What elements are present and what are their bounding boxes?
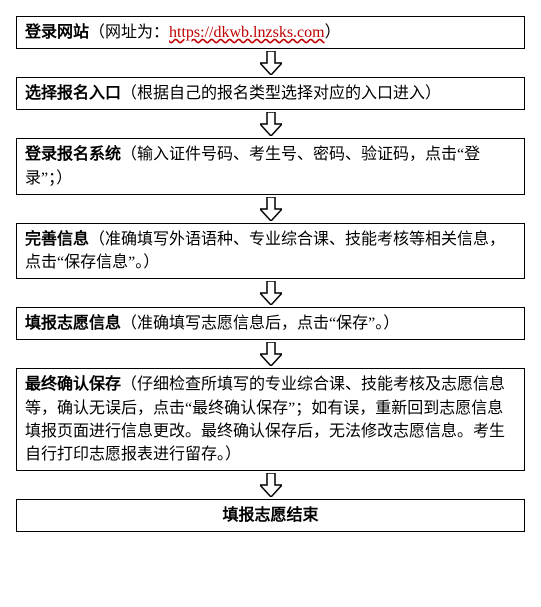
step-url: https://dkwb.lnzsks.com	[169, 24, 325, 41]
step-choose-entry: 选择报名入口（根据自己的报名类型选择对应的入口进入）	[16, 77, 525, 110]
step-title: 填报志愿信息	[25, 315, 121, 332]
step-title: 登录网站	[25, 24, 89, 41]
step-desc: （准确填写外语语种、专业综合课、技能考核等相关信息，点击“保存信息”。）	[25, 231, 505, 271]
step-fill-wish: 填报志愿信息（准确填写志愿信息后，点击“保存”。）	[16, 307, 525, 340]
step-title: 最终确认保存	[25, 376, 121, 393]
step-title: 填报志愿结束	[222, 507, 318, 524]
step-title: 选择报名入口	[25, 85, 121, 102]
step-login-site: 登录网站（网址为：https://dkwb.lnzsks.com）	[16, 16, 525, 49]
step-login-reg: 登录报名系统（输入证件号码、考生号、密码、验证码，点击“登录”；）	[16, 138, 525, 194]
arrow-icon	[16, 342, 525, 366]
step-title: 登录报名系统	[25, 146, 121, 163]
step-desc: （准确填写志愿信息后，点击“保存”。）	[121, 315, 399, 332]
arrow-icon	[16, 112, 525, 136]
step-title: 完善信息	[25, 231, 89, 248]
step-complete-info: 完善信息（准确填写外语语种、专业综合课、技能考核等相关信息，点击“保存信息”。）	[16, 223, 525, 279]
step-desc-prefix: （网址为：	[89, 24, 169, 41]
flowchart: 登录网站（网址为：https://dkwb.lnzsks.com） 选择报名入口…	[16, 16, 525, 532]
step-desc: （根据自己的报名类型选择对应的入口进入）	[121, 85, 441, 102]
arrow-icon	[16, 51, 525, 75]
arrow-icon	[16, 197, 525, 221]
step-end: 填报志愿结束	[16, 499, 525, 532]
arrow-icon	[16, 473, 525, 497]
arrow-icon	[16, 281, 525, 305]
step-final-confirm: 最终确认保存（仔细检查所填写的专业综合课、技能考核及志愿信息等，确认无误后，点击…	[16, 368, 525, 471]
step-desc-suffix: ）	[325, 24, 341, 41]
